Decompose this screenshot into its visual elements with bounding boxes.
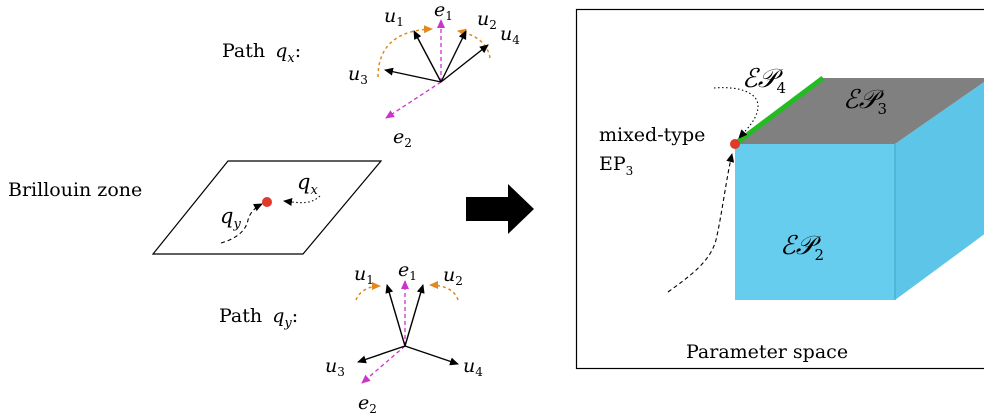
ep4-edge bbox=[733, 76, 825, 146]
parameter-space-frame bbox=[575, 8, 984, 370]
path-qx-group: Path qx: u1 e1 u2 u4 u3 e2 bbox=[222, 0, 520, 150]
brillouin-zone-label: Brillouin zone bbox=[8, 179, 142, 201]
ep2-front-face bbox=[735, 144, 895, 300]
mixed-type-ep3-point bbox=[730, 139, 740, 149]
ep2-region-label: ℰ𝒫2 bbox=[780, 231, 824, 264]
qx-u2-vector bbox=[440, 30, 467, 83]
parameter-space-panel: mixed-type EP3 ℰ𝒫4 ℰ𝒫3 ℰ𝒫2 Parameter spa… bbox=[575, 8, 984, 370]
ep4-pointer-path bbox=[713, 87, 759, 139]
parameter-space-label: Parameter space bbox=[686, 341, 848, 363]
bz-qx-label: qx bbox=[297, 170, 318, 198]
qx-rotation-arc-left bbox=[377, 25, 433, 78]
bz-qx-path bbox=[283, 195, 321, 206]
ep3-top-face bbox=[735, 78, 984, 144]
bz-ep-point bbox=[262, 197, 272, 207]
transition-arrow bbox=[466, 184, 534, 234]
qy-e1-label: e1 bbox=[398, 259, 417, 283]
qy-u1-vector bbox=[385, 284, 406, 347]
qx-u3-label: u3 bbox=[348, 63, 368, 87]
mixed-type-label: mixed-type bbox=[599, 124, 705, 146]
qx-u2-label: u2 bbox=[477, 8, 497, 32]
qy-u3-label: u3 bbox=[325, 355, 345, 379]
qy-u2-label: u2 bbox=[443, 264, 463, 288]
ep4-label: ℰ𝒫4 bbox=[742, 64, 786, 97]
ep2-side-face bbox=[895, 82, 984, 300]
path-qy-group: Path qy: u1 e1 u2 u3 u4 e2 bbox=[219, 259, 483, 416]
qy-u1-label: u1 bbox=[354, 263, 374, 287]
qy-u4-label: u4 bbox=[463, 355, 483, 379]
ep3-approach-path bbox=[667, 153, 735, 293]
qx-u1-label: u1 bbox=[384, 5, 404, 29]
qx-e2-vector bbox=[385, 81, 442, 119]
qy-rotation-arc-left bbox=[355, 282, 381, 301]
qy-u4-vector bbox=[404, 345, 459, 366]
ep3-point-label: EP3 bbox=[599, 153, 633, 178]
brillouin-zone-group: Brillouin zone qx qy bbox=[8, 160, 383, 255]
qy-u3-vector bbox=[357, 345, 406, 364]
qx-e2-label: e2 bbox=[393, 126, 412, 150]
qx-u4-label: u4 bbox=[500, 23, 520, 47]
qx-u1-vector bbox=[413, 30, 442, 83]
qx-e1-label: e1 bbox=[434, 0, 453, 23]
bz-qy-path bbox=[220, 203, 263, 244]
qy-u2-vector bbox=[404, 284, 425, 347]
path-qy-label: Path qy: bbox=[219, 305, 298, 331]
qy-e2-label: e2 bbox=[358, 392, 377, 416]
brillouin-zone-plane bbox=[151, 160, 383, 255]
path-qx-label: Path qx: bbox=[222, 40, 301, 66]
bz-qy-label: qy bbox=[220, 204, 241, 232]
qy-e2-vector bbox=[361, 345, 406, 384]
qx-u4-vector bbox=[440, 44, 489, 83]
qx-u3-vector bbox=[384, 67, 442, 83]
qx-rotation-arc-right bbox=[457, 28, 491, 59]
qy-rotation-arc-right bbox=[429, 281, 459, 301]
